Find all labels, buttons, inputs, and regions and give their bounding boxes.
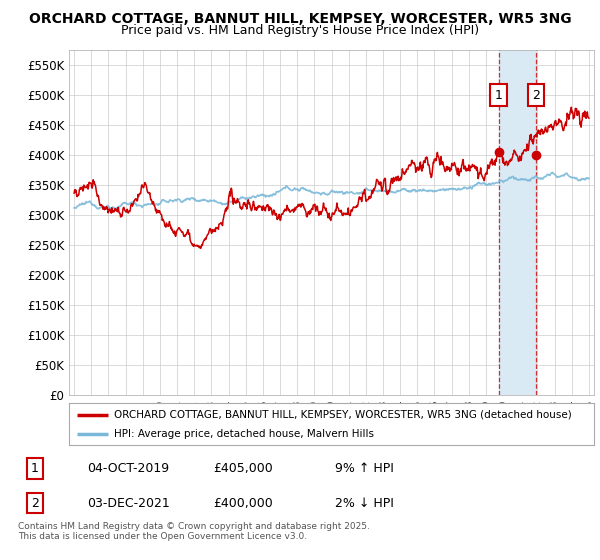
Text: £400,000: £400,000 (214, 497, 274, 510)
Bar (499, 50, 536, 395)
Text: Price paid vs. HM Land Registry's House Price Index (HPI): Price paid vs. HM Land Registry's House … (121, 24, 479, 36)
Text: 2: 2 (532, 89, 540, 102)
Text: ORCHARD COTTAGE, BANNUT HILL, KEMPSEY, WORCESTER, WR5 3NG: ORCHARD COTTAGE, BANNUT HILL, KEMPSEY, W… (29, 12, 571, 26)
Text: 03-DEC-2021: 03-DEC-2021 (87, 497, 170, 510)
Text: £405,000: £405,000 (214, 462, 274, 475)
Text: HPI: Average price, detached house, Malvern Hills: HPI: Average price, detached house, Malv… (113, 429, 374, 439)
Text: 9% ↑ HPI: 9% ↑ HPI (335, 462, 394, 475)
Text: 1: 1 (495, 89, 503, 102)
Text: 04-OCT-2019: 04-OCT-2019 (87, 462, 169, 475)
Text: ORCHARD COTTAGE, BANNUT HILL, KEMPSEY, WORCESTER, WR5 3NG (detached house): ORCHARD COTTAGE, BANNUT HILL, KEMPSEY, W… (113, 409, 571, 419)
Text: 2% ↓ HPI: 2% ↓ HPI (335, 497, 394, 510)
Text: Contains HM Land Registry data © Crown copyright and database right 2025.
This d: Contains HM Land Registry data © Crown c… (18, 522, 370, 542)
Text: 1: 1 (31, 462, 39, 475)
Text: 2: 2 (31, 497, 39, 510)
